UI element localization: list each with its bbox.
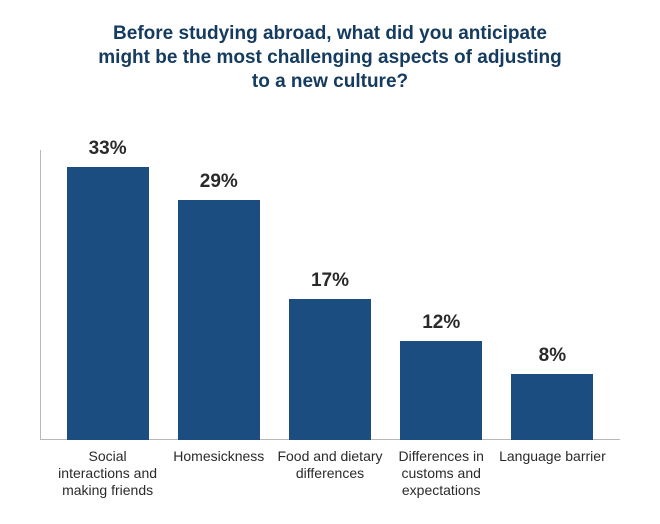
bars-container: 33% 29% 17% 12% 8% <box>40 150 620 440</box>
x-labels-container: Social interactions and making friendsHo… <box>40 448 620 498</box>
bar-slot: 12% <box>386 150 497 440</box>
bar-value-label: 8% <box>539 345 566 367</box>
bar: 8% <box>511 374 593 440</box>
bar-slot: 8% <box>497 150 608 440</box>
bar: 33% <box>67 167 149 440</box>
bar-value-label: 29% <box>200 171 238 193</box>
bar-value-label: 12% <box>422 312 460 334</box>
bar: 29% <box>178 200 260 440</box>
bar-slot: 29% <box>163 150 274 440</box>
x-label: Food and dietary differences <box>275 448 385 498</box>
bar: 17% <box>289 299 371 440</box>
x-label-slot: Homesickness <box>163 448 274 498</box>
chart-title: Before studying abroad, what did you ant… <box>90 22 570 93</box>
x-label: Homesickness <box>173 448 264 498</box>
x-label: Language barrier <box>499 448 606 498</box>
plot-area: 33% 29% 17% 12% 8% <box>40 150 620 440</box>
bar-slot: 17% <box>274 150 385 440</box>
x-label-slot: Food and dietary differences <box>274 448 385 498</box>
bar: 12% <box>400 341 482 440</box>
bar-value-label: 17% <box>311 270 349 292</box>
x-label: Social interactions and making friends <box>53 448 163 498</box>
x-label-slot: Language barrier <box>497 448 608 498</box>
x-label-slot: Differences in customs and expectations <box>386 448 497 498</box>
bar-value-label: 33% <box>89 138 127 160</box>
bar-slot: 33% <box>52 150 163 440</box>
x-label-slot: Social interactions and making friends <box>52 448 163 498</box>
bar-chart: Before studying abroad, what did you ant… <box>0 0 660 524</box>
x-label: Differences in customs and expectations <box>386 448 496 498</box>
